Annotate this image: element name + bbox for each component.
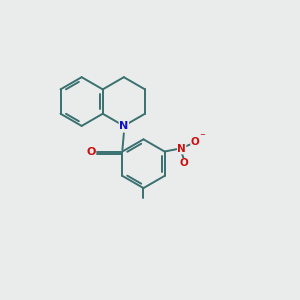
Text: O: O bbox=[86, 146, 95, 157]
Text: ⁻: ⁻ bbox=[200, 132, 206, 142]
Text: O: O bbox=[180, 158, 188, 168]
Text: O: O bbox=[190, 136, 200, 147]
Text: N: N bbox=[119, 121, 128, 131]
Text: N: N bbox=[177, 144, 186, 154]
